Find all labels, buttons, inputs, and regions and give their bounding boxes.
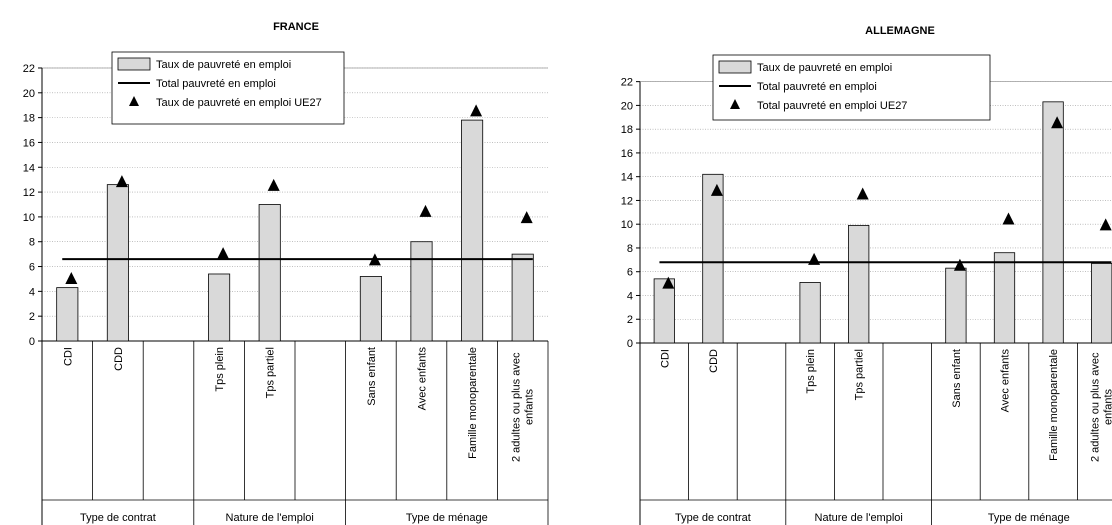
category-label: Tps plein — [214, 347, 226, 392]
bar-tps-partiel — [848, 224, 870, 344]
group-label: Nature de l'emploi — [226, 512, 314, 524]
legend-label: Taux de pauvreté en emploi — [757, 62, 892, 74]
group-label: Type de ménage — [988, 512, 1070, 524]
bar-cdd — [106, 184, 129, 342]
bar-cdd — [702, 173, 724, 344]
y-tick-label: 2 — [29, 311, 35, 323]
marker-ue27 — [856, 187, 869, 200]
y-tick-label: 22 — [621, 77, 633, 89]
category-label: Tps partiel — [854, 349, 866, 400]
legend-box — [111, 51, 345, 125]
marker-ue27 — [1002, 212, 1015, 225]
bar-famille-monoparentale — [461, 119, 484, 342]
y-tick-label: 20 — [23, 88, 35, 100]
y-tick-label: 0 — [627, 338, 633, 350]
y-tick-label: 10 — [621, 219, 633, 231]
chart-title: ALLEMAGNE — [865, 25, 935, 37]
y-tick-label: 4 — [29, 286, 35, 298]
marker-ue27 — [662, 276, 675, 289]
y-tick-label: 10 — [23, 212, 35, 224]
marker-ue27 — [520, 211, 533, 224]
marker-ue27 — [953, 258, 966, 271]
y-tick-label: 4 — [627, 290, 633, 302]
y-tick-label: 22 — [23, 63, 35, 75]
category-label: Sans enfant — [366, 347, 378, 406]
legend-swatch-marker — [730, 99, 740, 109]
category-label: enfants — [1103, 388, 1112, 425]
category-label: Tps plein — [805, 349, 817, 394]
bar-sans-enfant — [945, 267, 967, 344]
bar-2-adultes-ou-plus-avec-enfants — [1091, 263, 1112, 344]
legend-swatch-marker — [129, 96, 139, 106]
group-label: Type de contrat — [675, 512, 751, 524]
bar-2-adultes-ou-plus-avec-enfants — [511, 253, 534, 342]
chart-france: FRANCE 0 2 4 6 8 10 12 14 16 18 20 22 CDI CDD Tps plein… — [23, 21, 549, 525]
marker-ue27 — [267, 178, 280, 191]
legend-swatch-bar — [117, 57, 151, 71]
bar-avec-enfants — [410, 241, 433, 342]
bar-tps-plein — [799, 282, 821, 344]
marker-ue27 — [1099, 218, 1112, 231]
category-label: Avec enfants — [1000, 349, 1012, 413]
marker-ue27 — [65, 271, 78, 284]
legend-label: Taux de pauvreté en emploi UE27 — [156, 97, 322, 109]
bar-avec-enfants — [993, 252, 1016, 344]
y-tick-label: 6 — [29, 262, 35, 274]
y-tick-label: 8 — [627, 243, 633, 255]
bar-famille-monoparentale — [1042, 101, 1064, 344]
legend-swatch-bar — [718, 60, 752, 74]
category-label: Avec enfants — [417, 347, 429, 411]
category-label: Famille monoparentale — [1048, 349, 1060, 461]
category-label: enfants — [524, 388, 536, 425]
marker-ue27 — [368, 253, 381, 266]
category-label: CDD — [708, 349, 720, 373]
category-label: CDI — [659, 349, 671, 368]
category-label: Tps partiel — [265, 347, 277, 398]
y-tick-label: 6 — [627, 267, 633, 279]
category-label: Sans enfant — [951, 349, 963, 408]
group-label: Type de contrat — [80, 512, 156, 524]
y-tick-label: 14 — [621, 172, 633, 184]
bar-cdi — [653, 278, 675, 344]
y-tick-label: 18 — [23, 113, 35, 125]
y-tick-label: 2 — [627, 314, 633, 326]
category-label: CDD — [113, 347, 125, 371]
category-label: 2 adultes ou plus avec — [1090, 352, 1102, 462]
legend-label: Total pauvreté en emploi — [757, 81, 877, 93]
y-tick-label: 16 — [621, 148, 633, 160]
bar-sans-enfant — [359, 276, 382, 342]
y-tick-label: 18 — [621, 124, 633, 136]
legend-box — [712, 54, 991, 121]
legend-label: Taux de pauvreté en emploi — [156, 59, 291, 71]
group-label: Type de ménage — [406, 512, 488, 524]
chart-allemagne: ALLEMAGNE 0 2 4 6 8 10 12 14 16 18 20 22 CDI CDD Tps pl… — [621, 25, 1112, 525]
marker-ue27 — [470, 104, 483, 117]
bar-tps-plein — [208, 273, 231, 342]
category-label: Famille monoparentale — [467, 347, 479, 459]
marker-ue27 — [808, 252, 821, 265]
y-tick-label: 12 — [621, 195, 633, 207]
legend-label: Total pauvreté en emploi UE27 — [757, 100, 907, 112]
bar-cdi — [56, 287, 79, 342]
y-tick-label: 0 — [29, 336, 35, 348]
y-tick-label: 12 — [23, 187, 35, 199]
chart-title: FRANCE — [273, 21, 319, 33]
y-tick-label: 16 — [23, 137, 35, 149]
legend-label: Total pauvreté en emploi — [156, 78, 276, 90]
marker-ue27 — [217, 247, 230, 260]
bar-tps-partiel — [258, 204, 281, 342]
category-label: 2 adultes ou plus avec — [511, 352, 523, 462]
marker-ue27 — [710, 183, 723, 196]
y-tick-label: 8 — [29, 237, 35, 249]
y-tick-label: 20 — [621, 100, 633, 112]
y-tick-label: 14 — [23, 162, 35, 174]
marker-ue27 — [1051, 116, 1064, 129]
marker-ue27 — [115, 175, 128, 188]
group-label: Nature de l'emploi — [815, 512, 903, 524]
category-label: CDI — [62, 347, 74, 366]
marker-ue27 — [419, 204, 432, 217]
